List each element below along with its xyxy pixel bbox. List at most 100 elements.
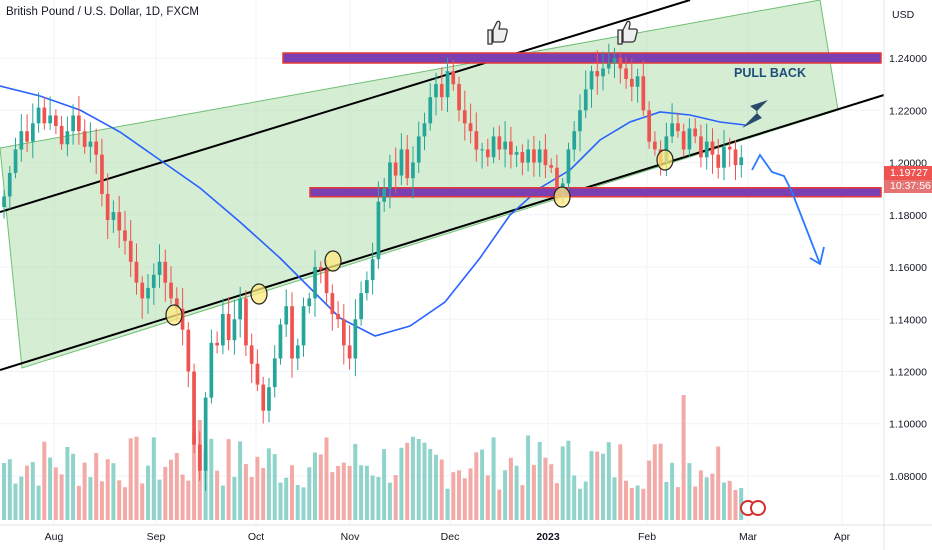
candle-body [497,136,502,150]
candle-body [71,115,75,132]
candle-body [520,152,525,163]
candle-body [261,384,266,411]
volume-bar [566,440,571,520]
price-axis[interactable]: USD1.240001.220001.200001.180001.160001.… [883,0,927,550]
candle-body [681,131,686,150]
price-tick-label: 1.14000 [889,314,927,326]
volume-bar [635,485,640,520]
candle-body [151,274,156,288]
candle-body [722,146,726,168]
candle-body [445,71,450,98]
candle-body [439,84,444,98]
volume-bar [76,485,81,520]
candle-body [572,131,577,150]
candle-body [249,345,254,364]
candle-body [65,131,70,145]
pull-back-arrow-icon [742,100,768,128]
time-tick-label: 2023 [536,531,560,543]
price-tick-label: 1.18000 [889,210,927,222]
volume-bar [578,488,582,520]
volume-bar [531,464,536,520]
volume-bar [192,433,197,520]
candle-body [255,363,260,385]
volume-bar [687,463,692,520]
candle-body [232,319,237,341]
volume-bar [151,437,156,520]
time-tick-label: Oct [248,531,264,543]
volume-bar [220,485,225,520]
candle-body [88,141,93,147]
volume-bar [290,465,294,520]
candle-body [578,110,582,132]
volume-bar [232,476,237,520]
volume-bar [105,459,110,520]
candle-body [36,107,41,124]
volume-bar [243,464,248,520]
price-tick-label: 1.10000 [889,419,927,431]
volume-bar [716,446,721,520]
volume-bar [134,436,139,520]
candle-body [704,141,709,158]
candle-body [664,136,669,163]
volume-bar [514,465,519,520]
event-flag-icon [750,500,766,516]
candle-body [2,196,6,207]
candle-body [140,282,145,299]
candle-body [347,345,352,359]
chart-overlays: PULL BACK [0,0,885,516]
time-axis[interactable]: Aug Sep Oct Nov Dec 2023 Feb Mar Apr [0,524,932,543]
volume-bar [226,439,231,520]
candle-body [336,314,340,320]
candle-body [31,123,35,142]
candle-body [267,387,271,411]
channel-upper-line [0,0,691,213]
candle-body [186,329,191,372]
volume-bar [48,457,53,520]
candle-body [19,131,24,150]
candle-body [295,345,300,359]
candle-body [313,267,317,299]
candle-body [566,149,571,184]
candle-body [301,306,306,346]
volume-bar [278,482,283,520]
candle-body [601,68,605,77]
time-tick-label: Nov [341,531,360,543]
candle-body [526,149,530,163]
time-tick-label: Aug [45,531,64,543]
candle-body [612,58,617,64]
candle-body [716,154,721,168]
candle-body [549,165,553,168]
volume-bar [330,472,335,520]
channel-lower-line [0,94,885,371]
volume-bar [174,453,179,520]
candle-body [687,128,692,150]
time-tick-label: Mar [739,531,758,543]
candle-body [635,76,640,87]
candle-body [59,125,64,145]
last-price-tag: 1.19727 [884,166,932,180]
candle-body [365,280,369,294]
touch-marker [324,250,342,272]
time-tick-label: Sep [147,531,166,543]
volume-bar [272,454,277,520]
candle-body [618,58,623,69]
candle-body [491,136,496,158]
volume-bar [88,477,93,520]
volume-bar [117,480,122,520]
volume-bar [25,465,29,520]
volume-bar [612,477,617,520]
volume-bar [670,462,675,520]
volume-bar [123,487,127,520]
volume-bar [434,454,438,520]
candle-body [670,123,674,137]
time-tick-label: Dec [441,531,460,543]
volume-bar [53,467,58,520]
candle-body [555,167,559,189]
time-tick-label: Apr [834,531,851,543]
candle-body [175,298,179,309]
countdown-tag: 10:37:56 [884,180,932,193]
candle-body [693,128,697,137]
candle-body [48,115,52,124]
volume-bar [399,447,404,520]
